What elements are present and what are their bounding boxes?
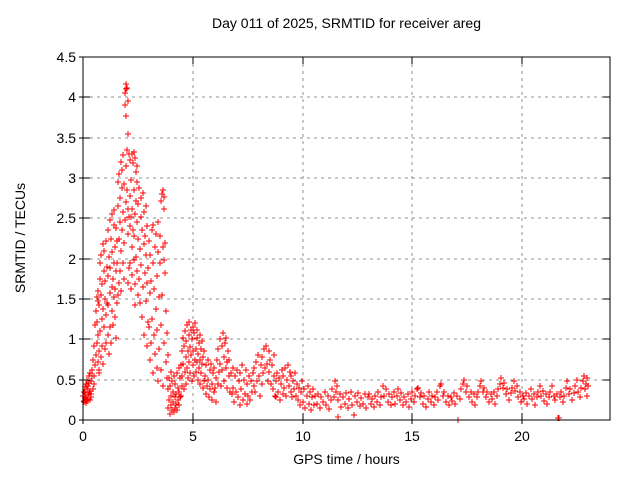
- y-tick-label: 4: [68, 89, 76, 105]
- y-tick-label: 4.5: [57, 49, 77, 65]
- y-tick-label: 0: [68, 412, 76, 428]
- data-points: [80, 81, 591, 423]
- y-axis-label: SRMTID / TECUs: [12, 182, 28, 294]
- y-tick-label: 1.5: [57, 291, 77, 307]
- x-tick-label: 15: [404, 428, 420, 444]
- plot-border: [82, 56, 611, 421]
- y-tick-label: 0.5: [57, 372, 77, 388]
- x-tick-label: 5: [189, 428, 197, 444]
- x-axis-label: GPS time / hours: [293, 451, 400, 467]
- x-tick-label: 10: [295, 428, 311, 444]
- x-tick-label: 20: [514, 428, 530, 444]
- y-tick-label: 3.5: [57, 130, 77, 146]
- chart-title: Day 011 of 2025, SRMTID for receiver are…: [212, 15, 481, 31]
- y-tick-label: 1: [68, 331, 76, 347]
- grid-lines: [83, 57, 610, 420]
- axis-ticks: [79, 56, 610, 424]
- y-tick-label: 2.5: [57, 210, 77, 226]
- x-tick-label: 0: [79, 428, 87, 444]
- y-tick-label: 3: [68, 170, 76, 186]
- y-tick-label: 2: [68, 251, 76, 267]
